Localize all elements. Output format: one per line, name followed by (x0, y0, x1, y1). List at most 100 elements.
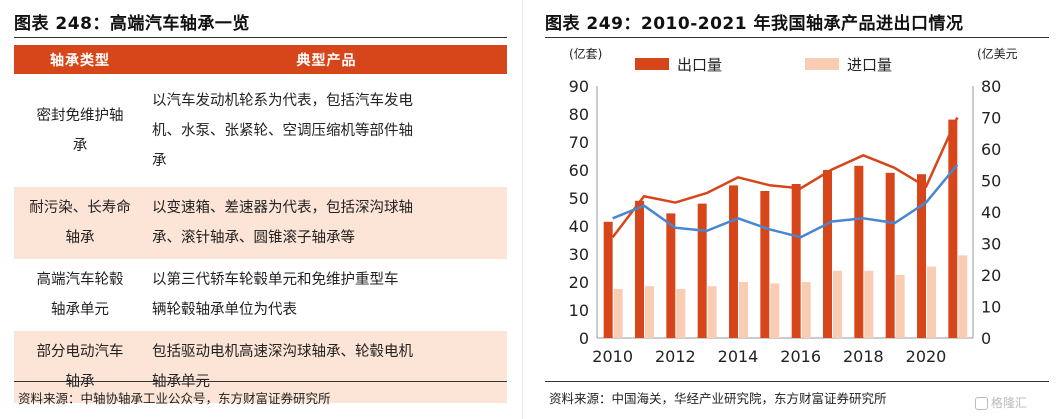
title-rule (14, 37, 507, 38)
source-rule (14, 381, 507, 382)
export-bar (791, 184, 801, 338)
left-tick-label: 40 (569, 217, 589, 236)
right-tick-label: 50 (981, 172, 1001, 191)
product-cell: 包括驱动电机高速深沟球轴承、轮毂电机 轴承单元 (146, 331, 507, 403)
bearing-type-line: 轴承单元 (51, 302, 109, 318)
product-line: 以变速箱、差速器为代表，包括深沟球轴 (152, 200, 413, 216)
product-cell: 以汽车发动机轮系为代表，包括汽车发电 机、水泵、张紧轮、空调压缩机等部件轴 承 (146, 74, 507, 187)
table-row: 耐污染、长寿命 轴承 以变速箱、差速器为代表，包括深沟球轴 承、滚针轴承、圆锥滚… (14, 187, 507, 259)
bearing-type-line: 承 (72, 137, 88, 154)
product-line: 轴承单元 (152, 374, 210, 390)
x-tick-label: 2014 (718, 347, 759, 366)
bearing-type-cell: 耐污染、长寿命 轴承 (14, 187, 146, 259)
left-tick-label: 80 (569, 105, 589, 124)
bearing-type-line: 耐污染、长寿命 (29, 200, 131, 216)
header-typical-product: 典型产品 (146, 45, 507, 74)
title-rule (545, 37, 1049, 38)
product-line: 承 (152, 152, 167, 169)
bearing-type-line: 高端汽车轮毂 (36, 272, 124, 288)
x-tick-label: 2016 (780, 347, 821, 366)
legend-swatch-import (805, 58, 839, 70)
left-axis-unit: (亿套) (569, 46, 602, 61)
product-line: 包括驱动电机高速深沟球轴承、轮毂电机 (152, 344, 413, 360)
import-bar (801, 282, 811, 338)
export-bar (603, 221, 613, 338)
product-line: 辆轮毂轴承单位为代表 (152, 302, 297, 318)
export-bar (854, 165, 864, 338)
watermark-text: 格隆汇 (991, 396, 1028, 410)
import-bar (927, 266, 936, 338)
export-bar (917, 174, 926, 338)
x-tick-label: 2010 (592, 347, 633, 366)
product-cell: 以变速箱、差速器为代表，包括深沟球轴 承、滚针轴承、圆锥滚子轴承等 (146, 187, 507, 259)
table-row: 部分电动汽车 轴承 包括驱动电机高速深沟球轴承、轮毂电机 轴承单元 (14, 331, 507, 403)
table-row: 高端汽车轮毂 轴承单元 以第三代轿车轮毂单元和免维护重型车 辆轮毂轴承单位为代表 (14, 259, 507, 331)
import-bar (739, 282, 748, 338)
product-line: 以第三代轿车轮毂单元和免维护重型车 (152, 272, 399, 288)
right-tick-label: 30 (981, 235, 1001, 254)
export-bar (666, 213, 676, 338)
import-export-chart: (亿套) (亿美元 0 10 20 30 40 50 60 70 80 90 0 10 20 30 40 50 60… (569, 46, 1018, 366)
export-bar (948, 119, 958, 338)
bearing-type-line: 部分电动汽车 (36, 344, 124, 360)
right-tick-label: 80 (981, 77, 1001, 96)
product-cell: 以第三代轿车轮毂单元和免维护重型车 辆轮毂轴承单位为代表 (146, 259, 507, 331)
import-bar (895, 275, 905, 338)
import-bar (676, 289, 686, 338)
left-tick-label: 70 (569, 133, 589, 152)
x-tick-label: 2012 (655, 347, 696, 366)
figure-248-title: 图表 248：高端汽车轴承一览 (14, 14, 250, 34)
left-tick-label: 30 (569, 245, 589, 264)
blue-line-series (612, 163, 959, 239)
import-bar (833, 270, 842, 338)
bearing-type-cell: 部分电动汽车 轴承 (14, 331, 146, 403)
left-tick-label: 10 (569, 301, 589, 320)
import-bar (613, 289, 623, 338)
export-bar (885, 172, 895, 338)
header-bearing-type: 轴承类型 (14, 45, 146, 74)
left-tick-label: 0 (579, 329, 589, 348)
product-line: 机、水泵、张紧轮、空调压缩机等部件轴 (152, 122, 413, 139)
red-line-series (611, 116, 959, 238)
source-note: 资料来源：中国海关，华经产业研究院，东方财富证券研究所 (549, 391, 887, 406)
right-axis-unit: (亿美元 (977, 46, 1018, 61)
left-tick-label: 20 (569, 273, 589, 292)
legend-label-export: 出口量 (677, 56, 722, 74)
right-tick-label: 40 (981, 203, 1001, 222)
right-panel: 图表 249：2010-2021 年我国轴承产品进出口情况 (亿套) (亿美元 0 1… (535, 0, 1057, 419)
left-panel: 图表 248：高端汽车轴承一览 轴承类型 典型产品 密封免维护轴 承 以汽车发动… (0, 0, 515, 419)
import-bar (707, 286, 717, 338)
product-line: 承、滚针轴承、圆锥滚子轴承等 (152, 230, 355, 246)
legend-swatch-export (635, 58, 669, 70)
export-bar (729, 185, 738, 338)
source-rule (545, 381, 1049, 382)
right-tick-label: 60 (981, 140, 1001, 159)
bearing-type-cell: 密封免维护轴 承 (14, 74, 146, 187)
import-bar (958, 255, 968, 338)
bearing-type-line: 密封免维护轴 (36, 107, 124, 124)
export-bar (760, 191, 770, 338)
right-tick-label: 10 (981, 298, 1001, 317)
product-line: 以汽车发动机轮系为代表，包括汽车发电 (152, 92, 413, 109)
left-tick-label: 90 (569, 77, 589, 96)
source-note: 资料来源：中轴协轴承工业公众号，东方财富证券研究所 (18, 391, 331, 406)
legend-label-import: 进口量 (847, 56, 892, 74)
x-tick-label: 2020 (906, 347, 947, 366)
bearing-type-cell: 高端汽车轮毂 轴承单元 (14, 259, 146, 331)
export-bar (823, 170, 832, 338)
import-bar (770, 283, 780, 338)
import-bar (645, 286, 654, 338)
right-tick-label: 0 (981, 329, 991, 348)
panel-divider (522, 0, 523, 419)
export-bar (635, 200, 644, 338)
bearing-type-line: 轴承 (65, 230, 95, 246)
x-tick-label: 2018 (843, 347, 884, 366)
watermark: 格隆汇 (975, 394, 1027, 411)
right-tick-label: 20 (981, 266, 1001, 285)
table-row: 密封免维护轴 承 以汽车发动机轮系为代表，包括汽车发电 机、水泵、张紧轮、空调压… (14, 74, 507, 187)
left-tick-label: 50 (569, 189, 589, 208)
bearing-table: 轴承类型 典型产品 密封免维护轴 承 以汽车发动机轮系为代表，包括汽车发电 机、… (14, 45, 507, 403)
figure-249-title: 图表 249：2010-2021 年我国轴承产品进出口情况 (545, 14, 964, 34)
table-header-row: 轴承类型 典型产品 (14, 45, 507, 74)
import-bar (864, 270, 874, 338)
